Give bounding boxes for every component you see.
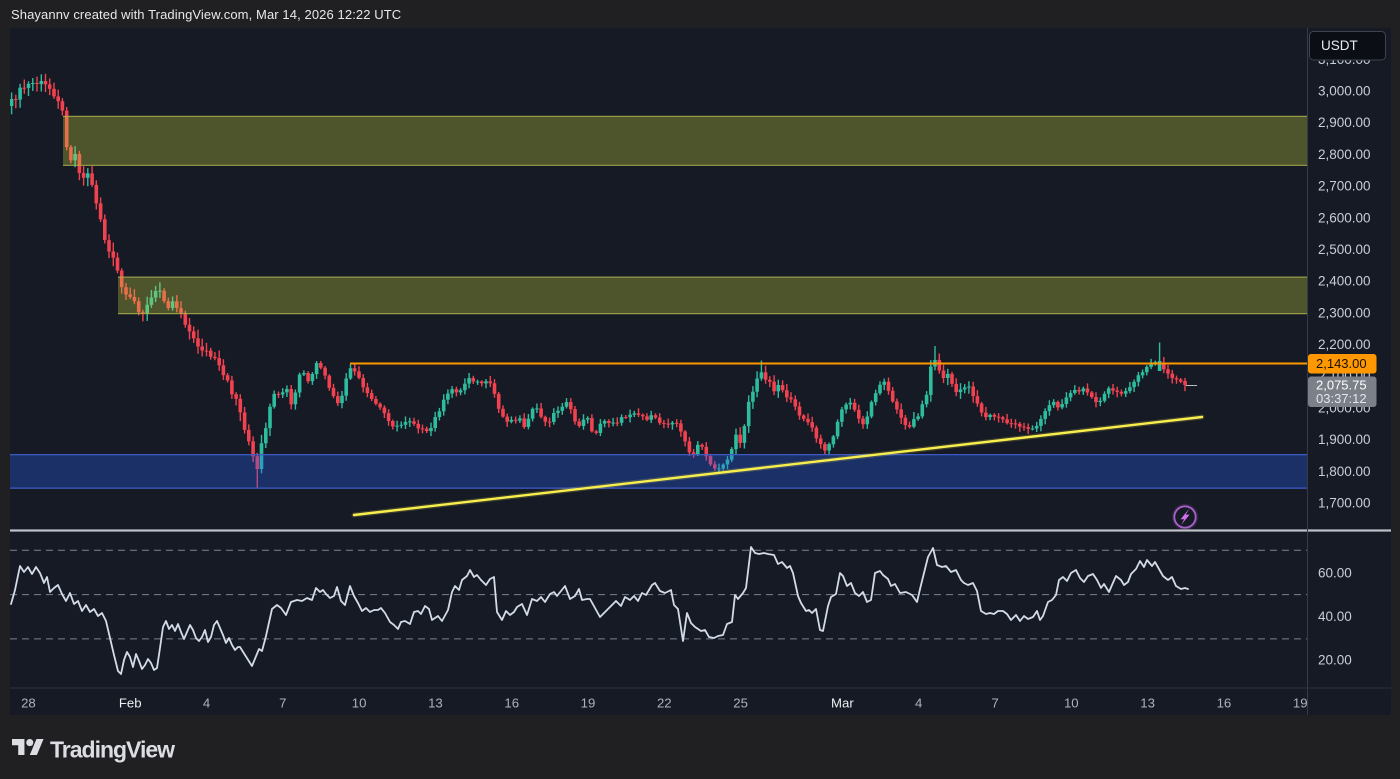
svg-text:03:37:12: 03:37:12 <box>1316 391 1367 406</box>
svg-text:2,700.00: 2,700.00 <box>1318 179 1371 194</box>
svg-text:22: 22 <box>657 696 672 711</box>
svg-text:13: 13 <box>1140 696 1155 711</box>
svg-text:1,700.00: 1,700.00 <box>1318 496 1371 511</box>
svg-text:13: 13 <box>428 696 443 711</box>
svg-text:2,500.00: 2,500.00 <box>1318 242 1371 257</box>
svg-text:20.00: 20.00 <box>1318 653 1352 668</box>
svg-text:7: 7 <box>991 696 998 711</box>
svg-text:2,075.75: 2,075.75 <box>1316 378 1367 393</box>
svg-text:28: 28 <box>21 696 36 711</box>
svg-text:19: 19 <box>1293 696 1308 711</box>
svg-text:4: 4 <box>915 696 922 711</box>
svg-text:16: 16 <box>1217 696 1232 711</box>
svg-text:60.00: 60.00 <box>1318 566 1352 581</box>
svg-text:2,200.00: 2,200.00 <box>1318 337 1371 352</box>
svg-text:1,900.00: 1,900.00 <box>1318 432 1371 447</box>
svg-text:Feb: Feb <box>119 696 142 711</box>
svg-text:2,800.00: 2,800.00 <box>1318 147 1371 162</box>
svg-text:2,900.00: 2,900.00 <box>1318 115 1371 130</box>
svg-text:16: 16 <box>504 696 519 711</box>
svg-text:USDT: USDT <box>1321 38 1358 53</box>
svg-text:TradingView: TradingView <box>50 739 175 763</box>
svg-text:40.00: 40.00 <box>1318 609 1352 624</box>
svg-text:19: 19 <box>581 696 596 711</box>
svg-text:1,800.00: 1,800.00 <box>1318 464 1371 479</box>
svg-text:Mar: Mar <box>831 696 854 711</box>
svg-text:2,600.00: 2,600.00 <box>1318 210 1371 225</box>
svg-text:10: 10 <box>352 696 367 711</box>
svg-text:7: 7 <box>279 696 286 711</box>
svg-text:4: 4 <box>203 696 210 711</box>
svg-text:10: 10 <box>1064 696 1079 711</box>
svg-text:25: 25 <box>733 696 748 711</box>
svg-text:3,000.00: 3,000.00 <box>1318 84 1371 99</box>
svg-text:2,143.00: 2,143.00 <box>1316 356 1367 371</box>
svg-text:2,300.00: 2,300.00 <box>1318 305 1371 320</box>
svg-text:2,400.00: 2,400.00 <box>1318 274 1371 289</box>
